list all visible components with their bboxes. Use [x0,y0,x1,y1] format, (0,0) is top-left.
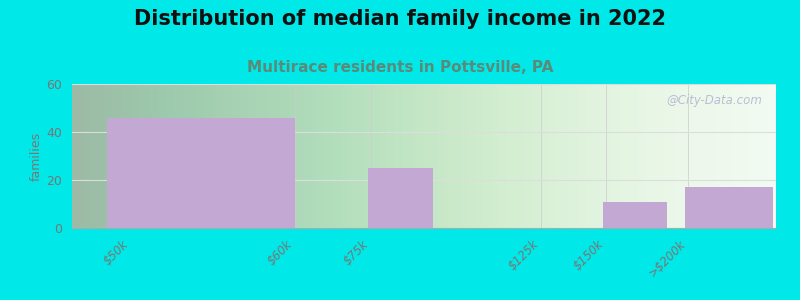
Bar [368,168,433,228]
Bar [107,118,295,228]
Text: Distribution of median family income in 2022: Distribution of median family income in … [134,9,666,29]
Bar [685,187,773,228]
Text: @City-Data.com: @City-Data.com [666,94,762,107]
Y-axis label: families: families [30,131,42,181]
Text: Multirace residents in Pottsville, PA: Multirace residents in Pottsville, PA [247,60,553,75]
Bar [603,202,667,228]
